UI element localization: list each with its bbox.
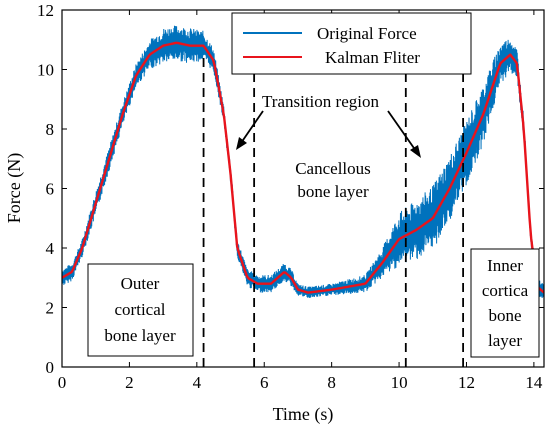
cancellous-box	[276, 149, 391, 206]
inner-label-line2: cortica	[482, 281, 529, 300]
x-tick-label: 4	[193, 373, 202, 392]
x-tick-label: 6	[260, 373, 269, 392]
legend: Original Force Kalman Fliter	[231, 12, 472, 75]
inner-label-box: Inner cortica bone layer	[470, 248, 540, 358]
region-dividers	[202, 58, 465, 367]
inner-label-line1: Inner	[487, 256, 523, 275]
x-tick-label: 2	[125, 373, 134, 392]
cancellous-label-line1: Cancellous	[295, 159, 371, 178]
cancellous-label-line2: bone layer	[297, 182, 369, 201]
x-tick-label: 14	[525, 373, 543, 392]
x-tick-label: 0	[58, 373, 67, 392]
transition-annotation: Transition region	[236, 92, 421, 158]
x-tick-label: 12	[458, 373, 475, 392]
axis-ticks: 0 2 4 6 8 10 12 14 0 2 4 6 8 10 12	[37, 1, 544, 392]
inner-label-line4: layer	[488, 331, 522, 350]
y-tick-label: 4	[46, 239, 55, 258]
legend-entry-original: Original Force	[317, 24, 417, 43]
cancellous-label-box: Cancellous bone layer	[276, 149, 391, 206]
y-tick-label: 6	[46, 180, 55, 199]
x-tick-label: 8	[327, 373, 336, 392]
outer-label-line3: bone layer	[104, 326, 176, 345]
outer-label-box: Outer cortical bone layer	[87, 263, 194, 357]
x-axis-label: Time (s)	[273, 404, 334, 425]
y-tick-label: 8	[46, 120, 55, 139]
inner-label-line3: bone	[488, 306, 521, 325]
outer-label-line1: Outer	[121, 274, 160, 293]
x-tick-label: 10	[391, 373, 408, 392]
outer-label-line2: cortical	[115, 300, 166, 319]
y-tick-label: 0	[46, 358, 55, 377]
transition-arrowhead-left	[236, 137, 247, 150]
outer-box	[87, 263, 194, 357]
y-tick-label: 2	[46, 299, 55, 318]
y-tick-label: 10	[37, 61, 54, 80]
y-tick-label: 12	[37, 1, 54, 20]
transition-arrow-right	[387, 110, 417, 152]
legend-entry-kalman: Kalman Fliter	[325, 48, 420, 67]
series-line-kalman-filter	[62, 41, 544, 294]
transition-arrow-left	[240, 110, 264, 144]
transition-arrowhead-right	[410, 145, 421, 158]
legend-box	[231, 12, 472, 75]
inner-box	[470, 248, 540, 358]
y-axis-label: Force (N)	[4, 153, 25, 223]
transition-region-label: Transition region	[262, 92, 379, 111]
